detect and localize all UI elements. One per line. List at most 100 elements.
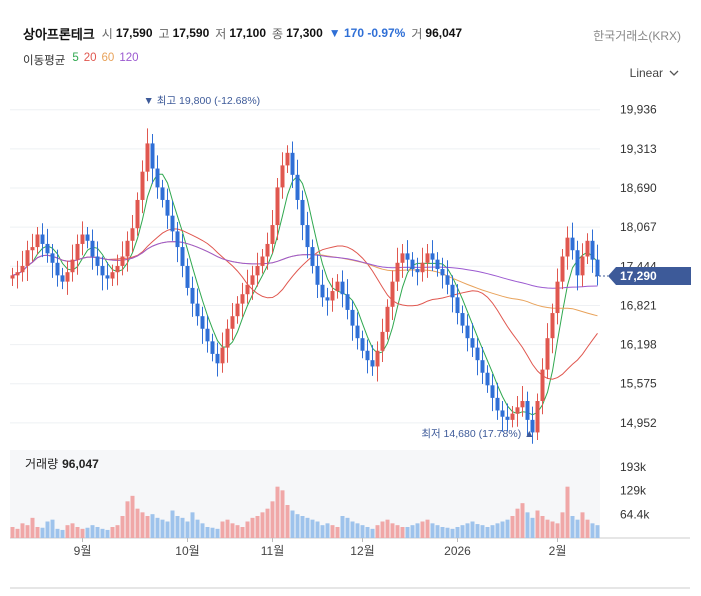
volume-title: 거래량 96,047 <box>25 455 99 472</box>
volume-bar <box>370 528 375 538</box>
volume-bar <box>80 528 85 538</box>
volume-bar <box>375 525 380 538</box>
candle-body <box>325 297 330 301</box>
volume-bar <box>405 527 410 538</box>
candle-body <box>255 265 260 276</box>
volume-bar <box>180 517 185 538</box>
volume-value: 96,047 <box>425 26 463 40</box>
candle-body <box>505 416 510 420</box>
volume-bar <box>360 525 365 538</box>
low-annotation: 최저 14,680 (17.78%) ▲ <box>421 428 534 440</box>
volume-bar <box>45 521 50 538</box>
volume-bars <box>10 486 600 538</box>
candle-body <box>220 347 225 364</box>
candle-body <box>80 234 85 244</box>
y-tick-label: 18,067 <box>620 220 657 234</box>
candle-body <box>560 256 565 282</box>
candle-body <box>160 187 165 200</box>
y-tick-label: 18,690 <box>620 181 657 195</box>
volume-bar <box>190 512 195 538</box>
exchange-label: 한국거래소(KRX) <box>593 29 681 43</box>
volume-bar <box>95 527 100 538</box>
close-value: 17,300 <box>286 26 323 40</box>
candle-body <box>545 338 550 370</box>
y-tick-label: 14,952 <box>620 416 657 430</box>
ma-5-line <box>12 173 598 416</box>
current-price-label: 17,290 <box>620 269 657 283</box>
candle-body <box>425 253 430 263</box>
volume-bar <box>40 527 45 538</box>
volume-bar <box>335 527 340 538</box>
volume-bar <box>480 525 485 538</box>
volume-bar <box>195 519 200 538</box>
ma-120-line <box>12 241 598 289</box>
candle-body <box>240 294 245 304</box>
ma-60[interactable]: 60 <box>101 52 115 64</box>
candle-body <box>75 243 80 260</box>
open-label: 시 <box>101 26 113 41</box>
candle-body <box>390 281 395 307</box>
ma-60-line <box>12 241 598 317</box>
volume-bar <box>575 519 580 538</box>
candle-body <box>125 240 130 257</box>
ma-120[interactable]: 120 <box>119 52 139 64</box>
candle-body <box>470 338 475 348</box>
candle-body <box>320 284 325 298</box>
candle-body <box>290 152 295 175</box>
volume-bar <box>550 521 555 538</box>
candle-body <box>110 272 115 279</box>
volume-bar <box>65 525 70 538</box>
candle-body <box>245 284 250 295</box>
candle-body <box>375 350 380 367</box>
volume-bar <box>280 490 285 538</box>
volume-bar <box>10 527 15 538</box>
ma-20[interactable]: 20 <box>83 52 97 64</box>
candle-body <box>205 328 210 342</box>
candle-body <box>335 281 340 292</box>
candle-body <box>370 360 375 367</box>
candle-body <box>555 281 560 314</box>
candle-body <box>580 256 585 276</box>
candle-body <box>115 265 120 273</box>
candle-body <box>530 419 535 433</box>
volume-bar <box>460 525 465 538</box>
candle-body <box>585 240 590 257</box>
candle-body <box>140 171 145 200</box>
candle-body <box>260 256 265 266</box>
candle-body <box>130 228 135 241</box>
candle-body <box>345 294 350 310</box>
candle-body <box>355 325 360 339</box>
current-price-tag <box>608 266 691 285</box>
candle-body <box>510 413 515 420</box>
volume-bar <box>150 514 155 538</box>
scale-selector[interactable]: Linear <box>630 66 679 80</box>
volume-bar <box>120 516 125 538</box>
volume-bar <box>395 525 400 538</box>
volume-bar <box>205 527 210 538</box>
volume-bar <box>55 528 60 538</box>
volume-bar <box>235 525 240 538</box>
candle-body <box>525 401 530 420</box>
candle-body <box>360 338 365 351</box>
candle-body <box>365 350 370 361</box>
volume-bar <box>230 523 235 538</box>
volume-bar <box>595 525 600 538</box>
candle-body <box>575 250 580 276</box>
candle-body <box>570 237 575 251</box>
candle-body <box>350 309 355 326</box>
candle-body <box>230 316 235 329</box>
candle-body <box>20 265 25 273</box>
volume-bar <box>105 529 110 538</box>
low-label: 저 <box>215 26 227 41</box>
candlesticks: 17,290 <box>10 128 691 444</box>
candle-body <box>105 275 110 279</box>
volume-bar <box>210 527 215 538</box>
volume-bar <box>520 503 525 538</box>
volume-bar <box>535 510 540 538</box>
ma-5[interactable]: 5 <box>72 52 79 64</box>
volume-bar <box>265 508 270 538</box>
volume-bar <box>345 517 350 538</box>
volume-bar <box>240 527 245 538</box>
volume-bar <box>140 512 145 538</box>
